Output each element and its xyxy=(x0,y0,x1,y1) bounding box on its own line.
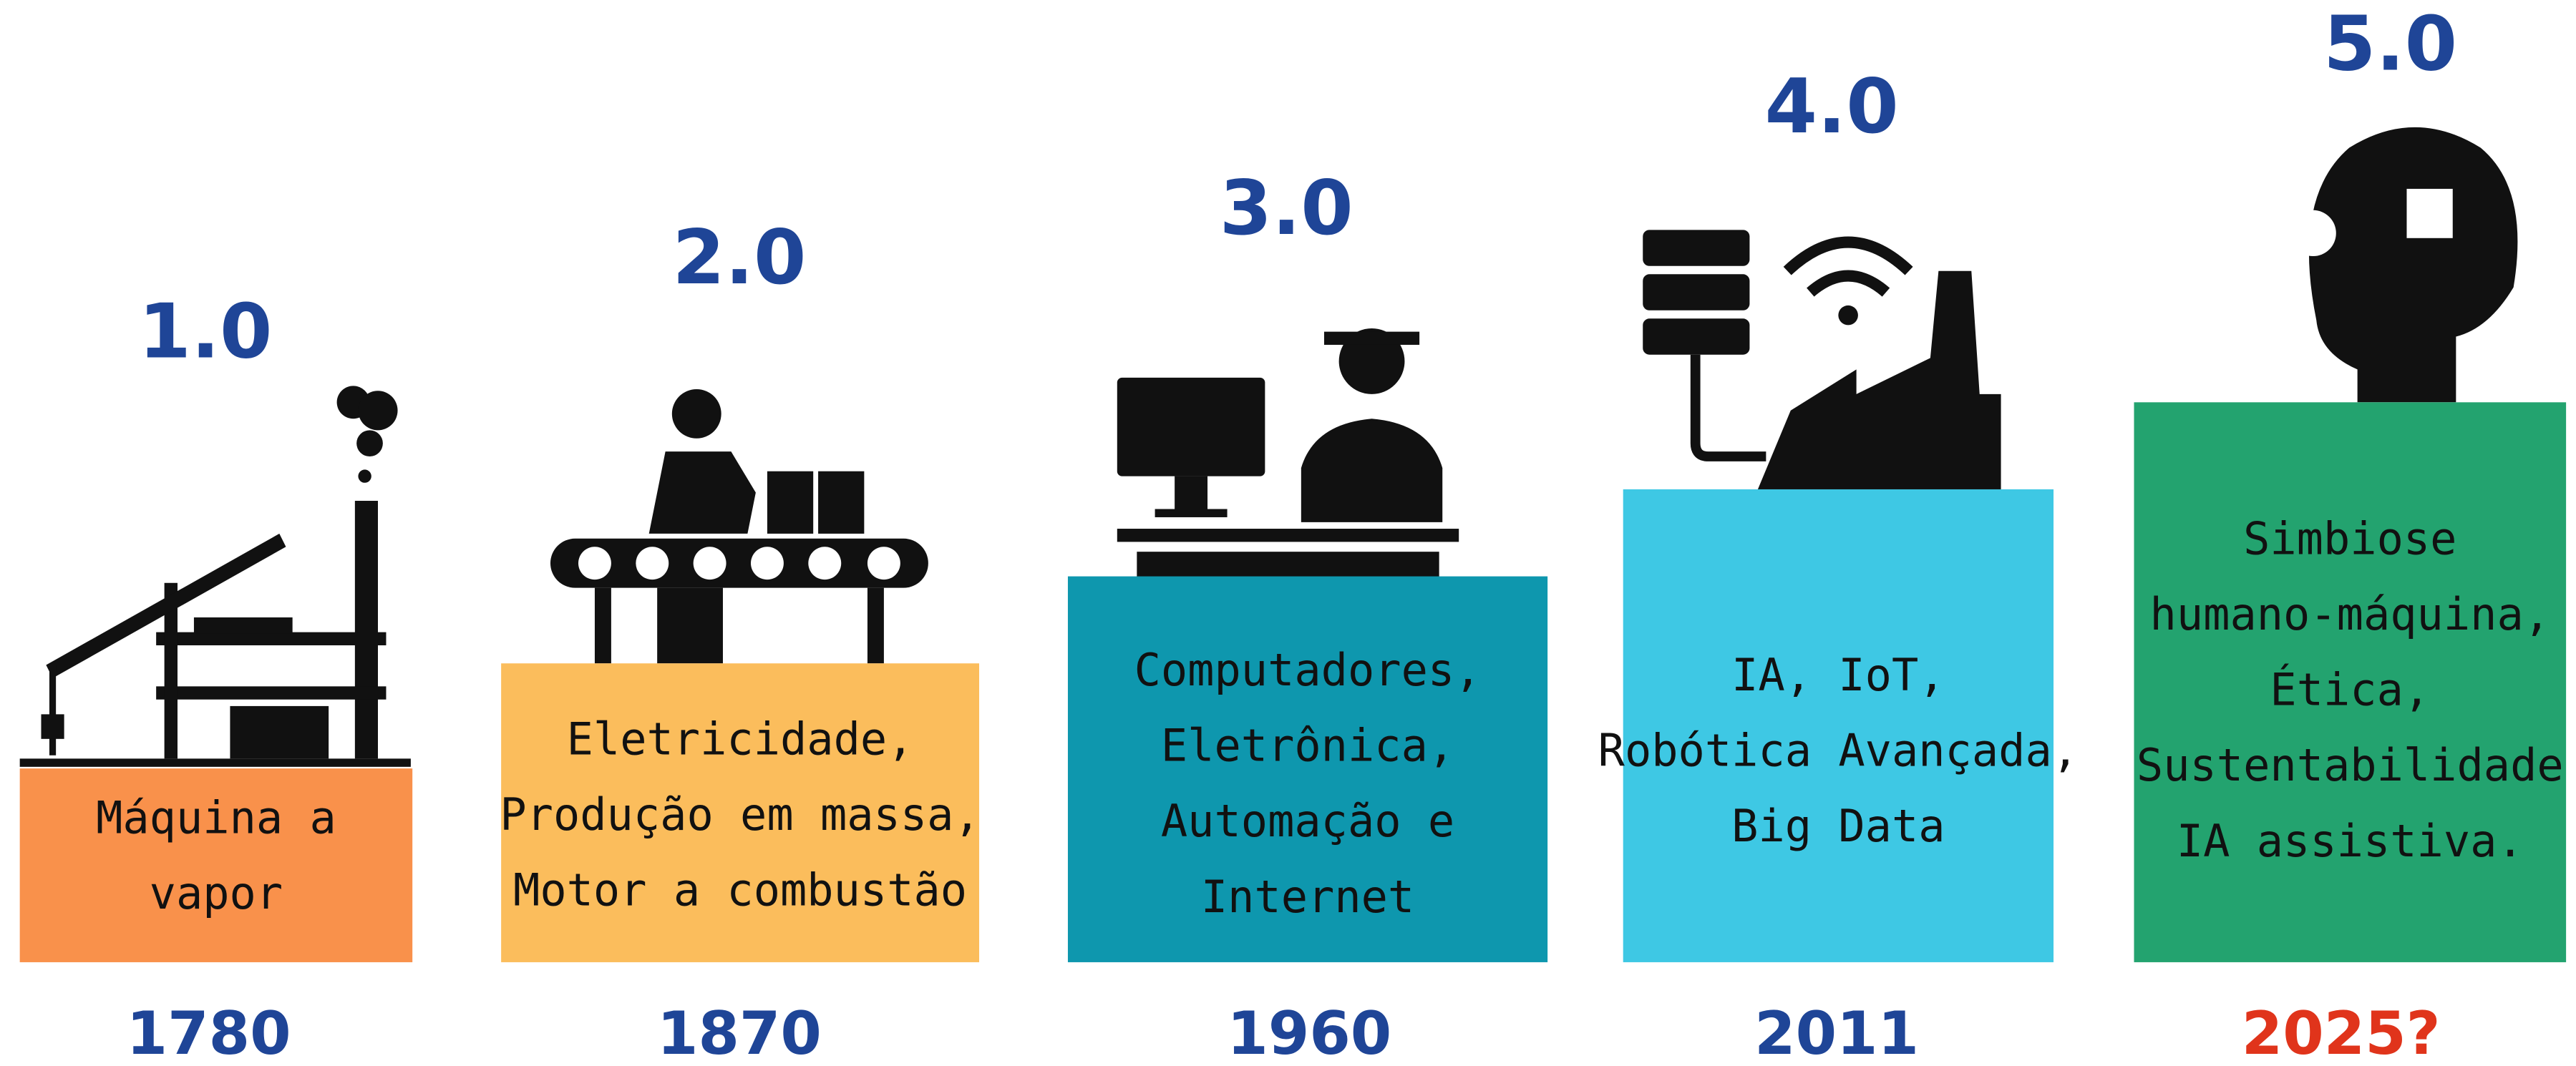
stage-description: Internet xyxy=(1201,871,1414,923)
assembly-line-icon xyxy=(550,389,928,663)
stage-description: Máquina a xyxy=(96,792,336,844)
stage-description: Big Data xyxy=(1731,800,1945,852)
stage-description: Produção em massa, xyxy=(500,788,980,841)
stage-version: 5.0 xyxy=(2323,0,2457,88)
stage-version: 3.0 xyxy=(1220,164,1353,252)
stage-year: 2025? xyxy=(2242,999,2441,1066)
stage-description: humano-máquina, xyxy=(2150,588,2550,640)
industry-4-icon xyxy=(1643,230,2001,489)
stage-description: Robótica Avançada, xyxy=(1598,725,2079,777)
stage-description: vapor xyxy=(150,867,283,919)
stage-year: 1870 xyxy=(657,999,822,1066)
stage-description: IA, IoT, xyxy=(1731,649,1945,701)
stage-description: Ética, xyxy=(2270,664,2430,716)
stage-description: Automação e xyxy=(1161,795,1454,847)
stage-year: 2011 xyxy=(1754,999,1919,1066)
stage-year: 1780 xyxy=(127,999,291,1066)
stage-description: Computadores, xyxy=(1134,644,1482,696)
stage-description: IA assistiva. xyxy=(2177,815,2524,867)
stage-description: Simbiose xyxy=(2243,512,2456,564)
steam-engine-icon xyxy=(20,386,411,766)
stage-description: Eletricidade, xyxy=(567,713,914,765)
ai-head-icon xyxy=(2290,127,2518,402)
stage-version: 1.0 xyxy=(138,287,272,375)
stage-version: 2.0 xyxy=(672,213,806,301)
stage-description: Motor a combustão xyxy=(513,864,967,916)
stage-year: 1960 xyxy=(1227,999,1391,1066)
computer-worker-icon xyxy=(1117,328,1459,578)
stage-description: Sustentabilidade xyxy=(2137,739,2564,791)
stage-version: 4.0 xyxy=(1765,62,1899,150)
industry-timeline: 1.0 1780 Máquina a vapor 2.0 1870 Eletricidade… xyxy=(0,0,2576,1066)
stage-description: Eletrônica, xyxy=(1161,720,1454,772)
